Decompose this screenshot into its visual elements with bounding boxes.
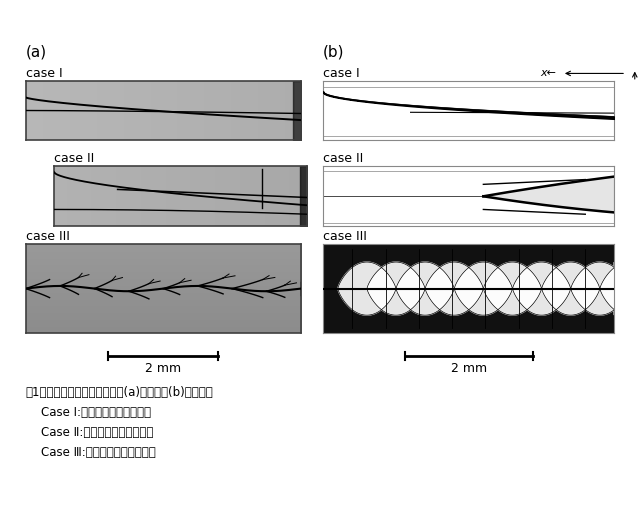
Polygon shape (425, 262, 483, 289)
Polygon shape (571, 289, 614, 315)
Text: case III: case III (323, 230, 367, 243)
Text: 図1化学強化ガラスの破壊　　(a)　実験　(b)数値解析: 図1化学強化ガラスの破壊 (a) 実験 (b)数値解析 (26, 386, 213, 399)
Polygon shape (513, 262, 571, 289)
Text: (a): (a) (26, 45, 47, 60)
Polygon shape (338, 262, 396, 289)
Polygon shape (454, 262, 513, 289)
Polygon shape (425, 289, 483, 315)
Text: x←: x← (540, 69, 556, 79)
Text: (b): (b) (323, 45, 345, 60)
Text: 2 mm: 2 mm (145, 362, 181, 375)
Polygon shape (571, 262, 614, 289)
Polygon shape (396, 262, 454, 289)
Text: case I: case I (323, 67, 360, 80)
Polygon shape (483, 177, 614, 213)
Polygon shape (338, 289, 396, 315)
Text: case II: case II (54, 152, 95, 165)
Polygon shape (600, 289, 614, 315)
Polygon shape (367, 262, 425, 289)
Text: case III: case III (26, 230, 70, 243)
Text: case II: case II (323, 152, 364, 165)
Text: Case Ⅰ:　残留応力レベル　低: Case Ⅰ: 残留応力レベル 低 (26, 406, 150, 419)
Polygon shape (483, 262, 541, 289)
Polygon shape (541, 289, 600, 315)
Polygon shape (483, 289, 541, 315)
Polygon shape (541, 262, 600, 289)
Text: case I: case I (26, 67, 62, 80)
Polygon shape (367, 289, 425, 315)
Text: Case Ⅲ:　残留応力レベル　高: Case Ⅲ: 残留応力レベル 高 (26, 446, 156, 459)
Text: 2 mm: 2 mm (451, 362, 487, 375)
Polygon shape (454, 289, 513, 315)
Polygon shape (600, 262, 614, 289)
Polygon shape (396, 289, 454, 315)
Polygon shape (513, 289, 571, 315)
Text: Case Ⅱ:　残留応力レベル　中: Case Ⅱ: 残留応力レベル 中 (26, 426, 153, 439)
